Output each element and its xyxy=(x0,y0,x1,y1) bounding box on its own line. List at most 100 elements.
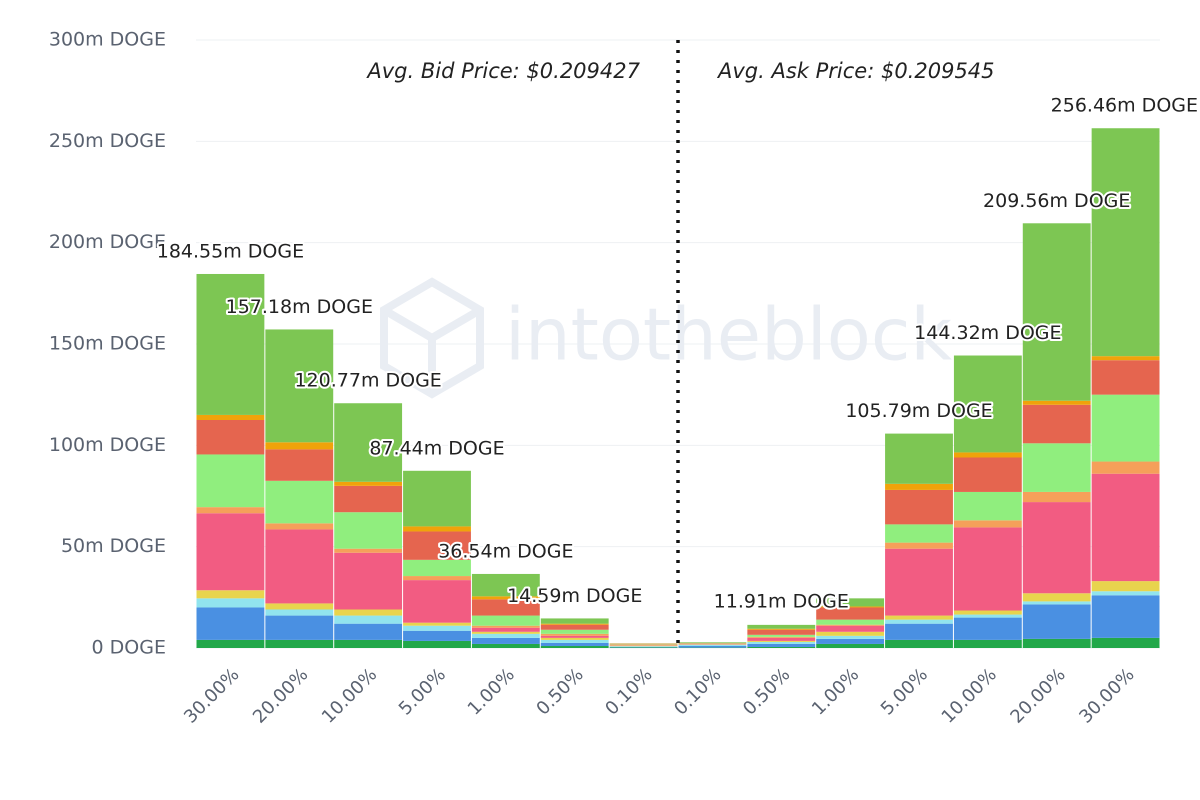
bar-segment xyxy=(540,639,609,643)
bar-segment xyxy=(609,646,678,647)
bar-segment xyxy=(747,641,816,644)
bar-segment xyxy=(196,590,265,599)
bar-segment xyxy=(334,552,403,610)
total-label: 105.79m DOGE xyxy=(845,400,992,422)
bar-segment xyxy=(471,625,540,628)
bar-segment xyxy=(540,642,609,646)
bar-segment xyxy=(334,403,403,482)
bar-segment xyxy=(747,643,816,647)
bar-segment xyxy=(816,598,885,607)
bar-segment xyxy=(1022,502,1091,594)
x-tick-label: 10.00% xyxy=(318,664,381,727)
bar-segment xyxy=(265,529,334,604)
y-tick-label: 50m DOGE xyxy=(61,535,166,557)
bar-segment xyxy=(265,615,334,640)
bar-segment xyxy=(816,638,885,644)
bar-segment xyxy=(471,573,540,597)
bar-segment xyxy=(885,542,953,549)
x-tick-label: 20.00% xyxy=(1006,664,1069,727)
bar-segment xyxy=(953,610,1022,615)
total-label: 14.59m DOGE xyxy=(507,585,642,607)
bar-segment xyxy=(1022,400,1091,405)
bar-segment xyxy=(816,606,885,608)
x-tick-label: 0.10% xyxy=(670,664,725,719)
bar-segment xyxy=(953,457,1022,492)
bar-segment xyxy=(1022,404,1091,444)
bar-segment xyxy=(471,633,540,638)
bar-segment xyxy=(1091,581,1160,592)
total-label: 209.56m DOGE xyxy=(983,190,1130,212)
bar-segment xyxy=(953,617,1022,640)
bar-segment xyxy=(747,628,816,630)
bar-segment xyxy=(885,524,953,543)
bar-segment xyxy=(747,634,816,637)
bar-segment xyxy=(334,485,403,513)
bar-segment xyxy=(885,615,953,620)
x-tick-label: 10.00% xyxy=(938,664,1001,727)
bar-segment xyxy=(953,520,1022,528)
bar-segment xyxy=(265,609,334,616)
bar-segment xyxy=(1022,604,1091,639)
bar-segment xyxy=(747,636,816,638)
bar-segment xyxy=(403,531,471,560)
bar-segment xyxy=(196,454,265,508)
bar-segment xyxy=(540,645,609,648)
x-tick-label: 5.00% xyxy=(395,664,450,719)
bar-segment xyxy=(403,640,471,648)
bar-segment xyxy=(334,615,403,624)
bar-segment xyxy=(265,480,334,524)
x-tick-label: 5.00% xyxy=(877,664,932,719)
bar-segment xyxy=(1022,638,1091,648)
bar-segment xyxy=(1022,223,1091,401)
bar-segment xyxy=(1022,601,1091,605)
bar-segment xyxy=(816,631,885,636)
bar-segment xyxy=(953,355,1022,453)
bar-segment xyxy=(1091,360,1160,395)
x-tick-label: 30.00% xyxy=(180,664,243,727)
bar-segment xyxy=(471,599,540,616)
bar-segment xyxy=(540,618,609,624)
bar-segment xyxy=(678,642,747,644)
total-label: 144.32m DOGE xyxy=(914,322,1061,344)
bars xyxy=(196,128,1160,648)
y-tick-label: 200m DOGE xyxy=(49,231,166,253)
bar-segment xyxy=(816,624,885,626)
bar-segment xyxy=(885,489,953,525)
bar-segment xyxy=(471,631,540,634)
x-tick-label: 30.00% xyxy=(1075,664,1138,727)
total-label: 184.55m DOGE xyxy=(157,240,304,262)
bar-segment xyxy=(471,615,540,626)
bar-segment xyxy=(334,623,403,640)
bar-segment xyxy=(816,635,885,639)
bar-segment xyxy=(334,639,403,648)
bar-segment xyxy=(953,639,1022,648)
y-tick-label: 250m DOGE xyxy=(49,130,166,152)
bar-segment xyxy=(1091,356,1160,361)
watermark-logo xyxy=(380,277,484,399)
bar-segment xyxy=(471,596,540,600)
bar-segment xyxy=(1091,637,1160,648)
total-label: 11.91m DOGE xyxy=(714,590,849,612)
bar-segment xyxy=(471,637,540,644)
bar-segment xyxy=(1091,394,1160,462)
bar-segment xyxy=(816,643,885,648)
bar-segment xyxy=(747,624,816,629)
bar-segment xyxy=(403,580,471,623)
bar-segment xyxy=(471,643,540,648)
bar-segment xyxy=(1022,593,1091,602)
bar-segment xyxy=(196,607,265,640)
bar-segment xyxy=(540,637,609,640)
bar-segment xyxy=(609,644,678,646)
total-label: 256.46m DOGE xyxy=(1051,95,1198,117)
bar-segment xyxy=(885,639,953,648)
total-label: 87.44m DOGE xyxy=(369,437,504,459)
bar-segment xyxy=(403,559,471,577)
ask-annotation: Avg. Ask Price: $0.209545 xyxy=(716,59,995,83)
bid-annotation: Avg. Bid Price: $0.209427 xyxy=(365,59,640,83)
bar-segment xyxy=(747,640,816,642)
bar-segment xyxy=(196,598,265,608)
bar-segment xyxy=(334,548,403,553)
y-tick-label: 150m DOGE xyxy=(49,333,166,355)
bar-segment xyxy=(1091,461,1160,474)
